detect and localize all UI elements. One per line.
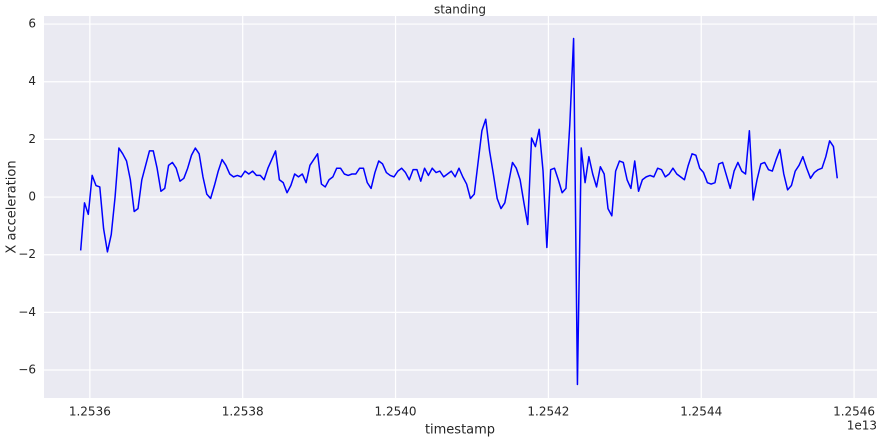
plot-area <box>44 16 877 398</box>
x-tick-label: 1.2544 <box>680 405 722 419</box>
y-tick-label: 2 <box>28 132 36 146</box>
x-axis-label: timestamp <box>425 423 495 438</box>
x-tick-label: 1.2536 <box>69 405 111 419</box>
y-tick-label: −4 <box>18 305 36 319</box>
y-tick-label: −6 <box>18 363 36 377</box>
x-offset-label: 1e13 <box>847 419 877 433</box>
x-tick-label: 1.2546 <box>833 405 875 419</box>
x-tick-label: 1.2540 <box>375 405 417 419</box>
x-tick-label: 1.2542 <box>527 405 569 419</box>
y-tick-label: −2 <box>18 247 36 261</box>
data-line <box>79 37 839 386</box>
y-tick-label: 0 <box>28 190 36 204</box>
y-tick-label: 6 <box>28 17 36 31</box>
x-tick-label: 1.2538 <box>222 405 264 419</box>
y-axis-label: X acceleration <box>5 160 20 253</box>
y-tick-label: 4 <box>28 74 36 88</box>
chart-title: standing <box>434 3 486 17</box>
